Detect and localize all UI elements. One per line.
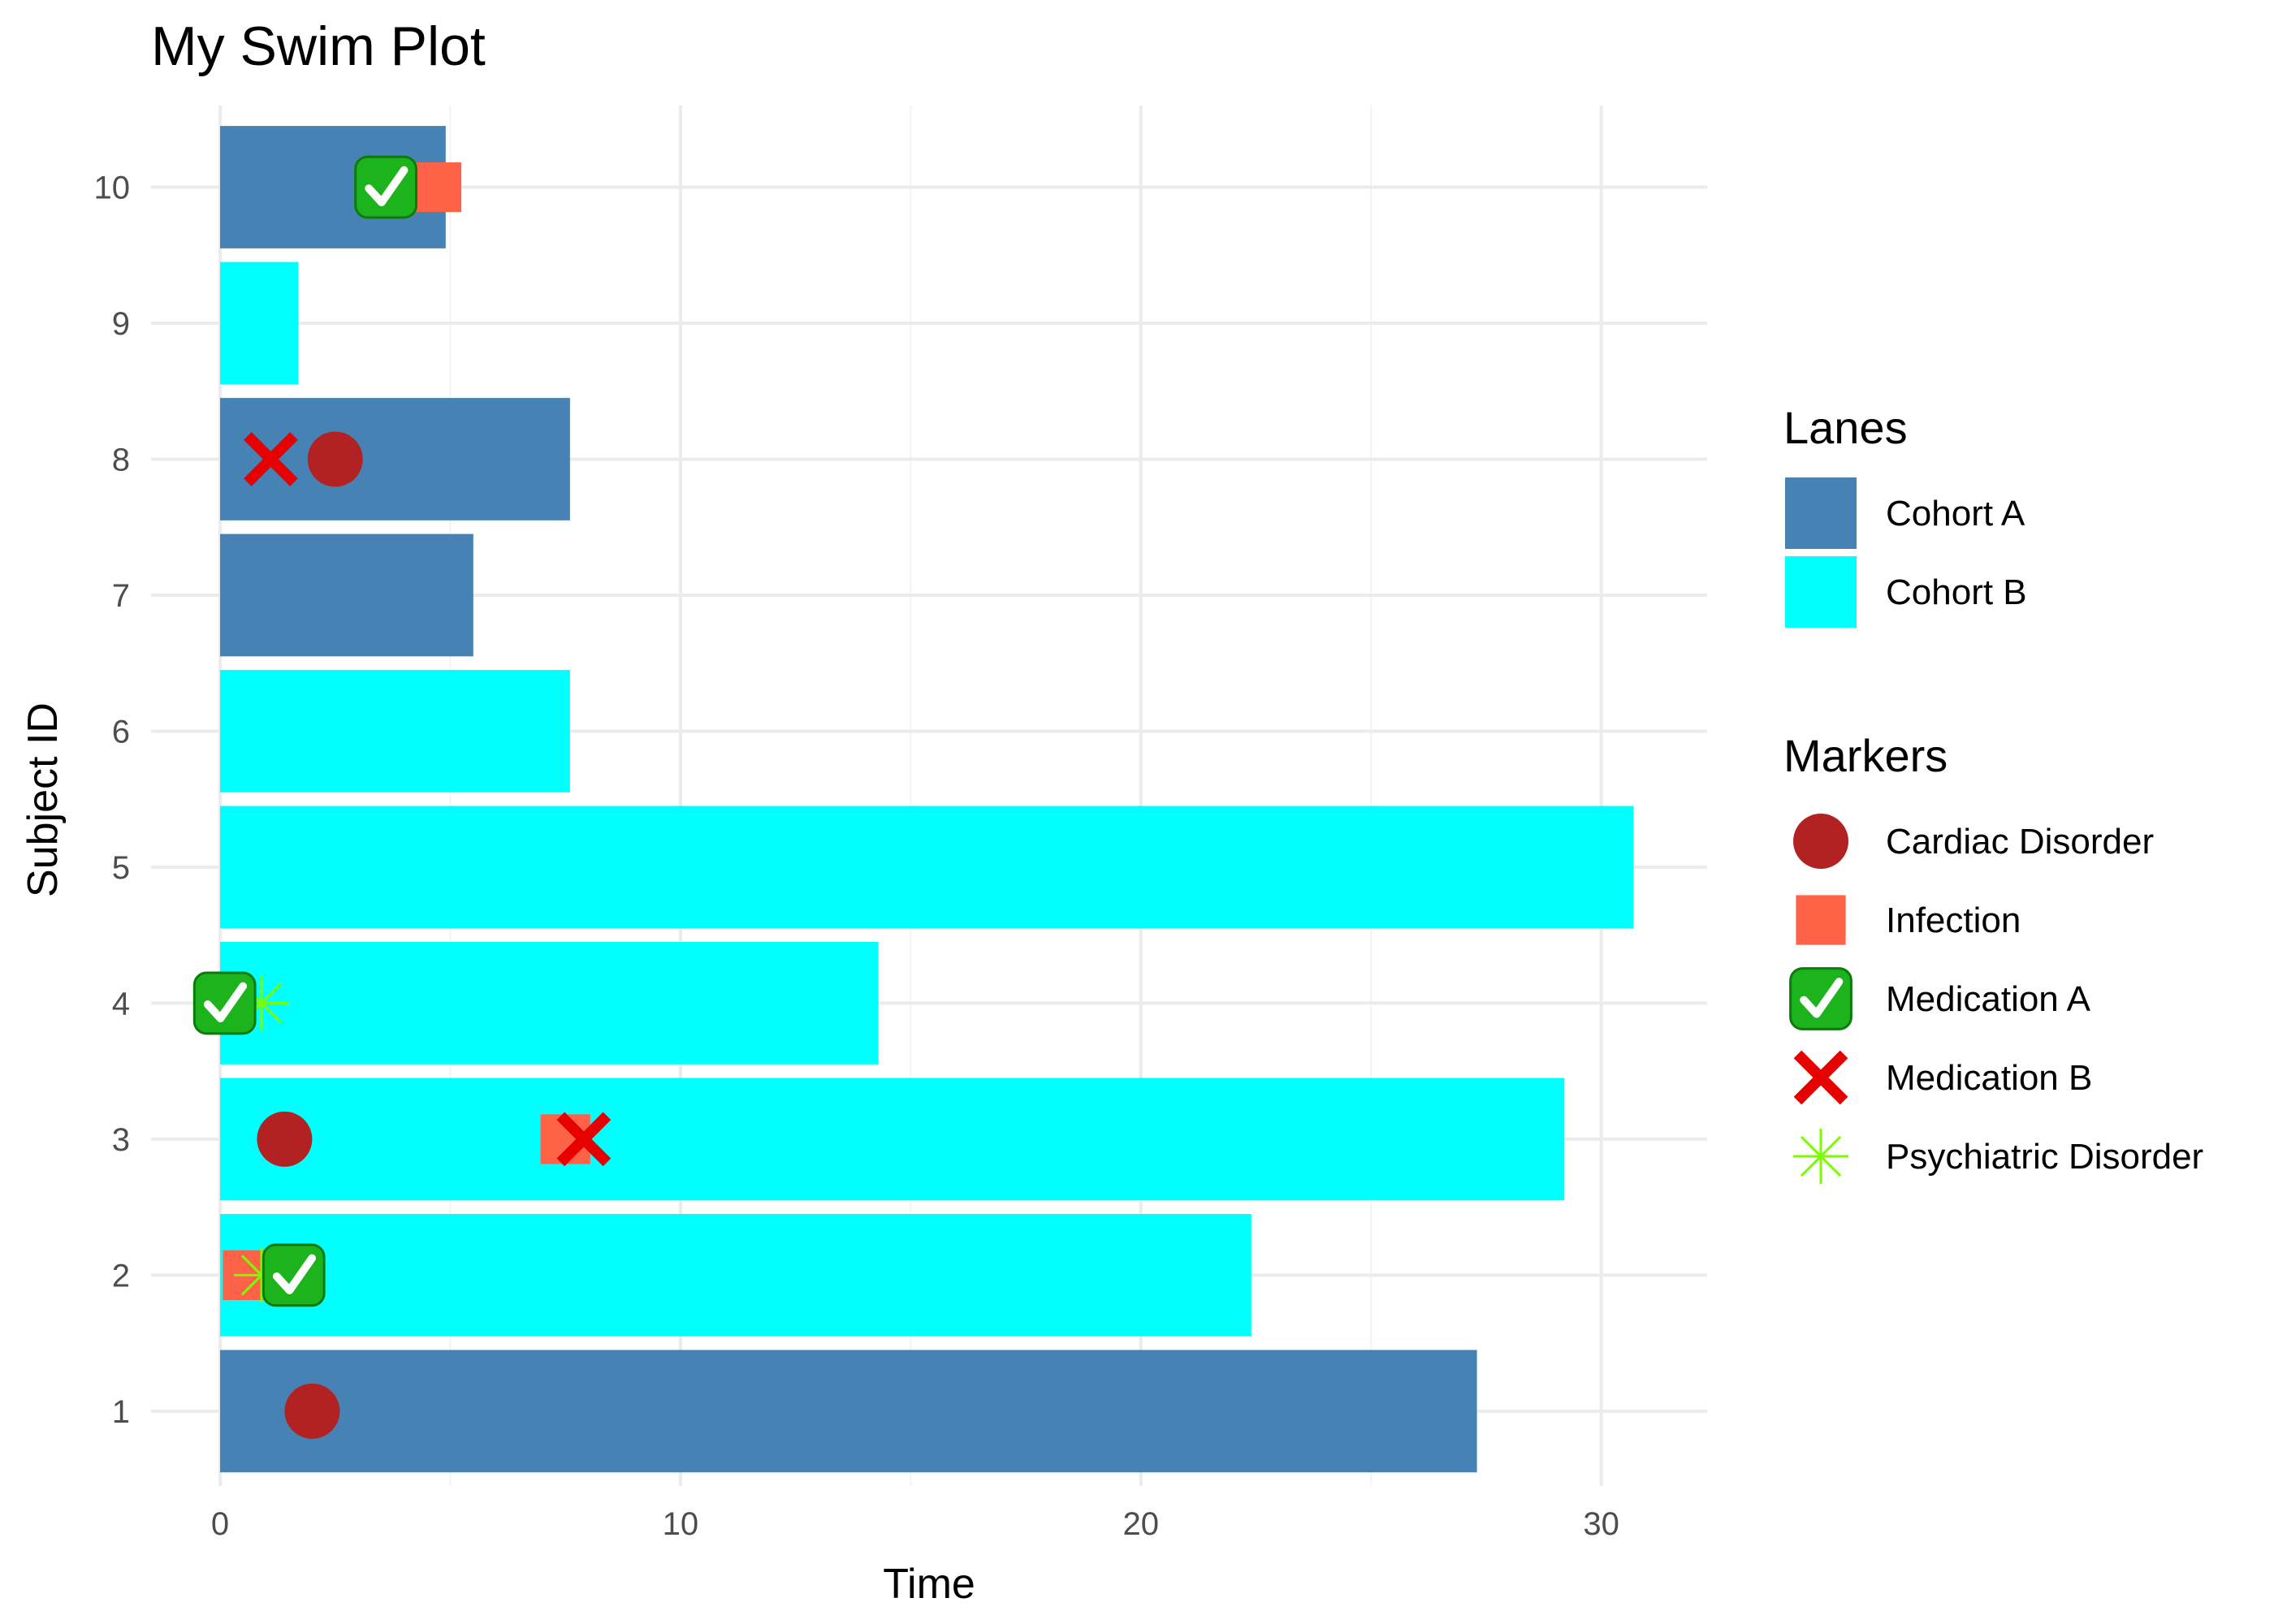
- event-marker-check-emoji-box: [354, 155, 418, 219]
- legend-title-lanes: Lanes: [1783, 402, 1908, 453]
- event-marker-check-emoji-check: [272, 1254, 317, 1294]
- legend: Lanes Cohort A Cohort B Markers Cardiac Diso…: [1783, 402, 2203, 1184]
- legend-key-lane: [1785, 556, 1857, 628]
- x-axis-title: Time: [883, 1561, 975, 1608]
- lane-bar-subject-7: [220, 533, 473, 657]
- y-axis-ticks: 1 2 3 4 5 6 7 8 9 10: [94, 170, 131, 1429]
- legend-key-circle: [1793, 814, 1848, 869]
- event-marker-circle-shape: [257, 1111, 313, 1167]
- legend-key-square: [1796, 895, 1846, 945]
- legend-label-marker: Medication A: [1886, 979, 2091, 1019]
- event-marker-cross-shape: [556, 1112, 612, 1167]
- event-marker-check-emoji-check: [203, 982, 247, 1022]
- x-axis-ticks: 0 10 20 30: [211, 1506, 1619, 1542]
- y-tick-label: 4: [112, 986, 130, 1021]
- legend-key-check-emoji-box: [1789, 967, 1852, 1030]
- event-marker-cross: [556, 1112, 612, 1167]
- x-tick-label: 20: [1123, 1506, 1160, 1542]
- y-tick-label: 5: [112, 850, 130, 886]
- lane-bar-subject-1: [220, 1350, 1477, 1473]
- lane-bar-subject-4: [220, 942, 879, 1065]
- chart-title: My Swim Plot: [151, 15, 486, 77]
- lane-bar-subject-9: [220, 261, 299, 385]
- legend-key-cross: [1793, 1050, 1848, 1105]
- y-tick-label: 9: [112, 306, 130, 342]
- event-marker-cross-shape: [244, 432, 298, 486]
- event-marker-check-emoji: [262, 1243, 326, 1307]
- event-marker-circle-shape: [284, 1383, 340, 1439]
- y-tick-label: 8: [112, 442, 130, 477]
- y-tick-label: 1: [112, 1394, 130, 1430]
- legend-label-lane: Cohort A: [1886, 494, 2025, 533]
- legend-label-lane: Cohort B: [1886, 572, 2027, 612]
- legend-key-asterisk: [1793, 1129, 1848, 1184]
- event-marker-circle: [307, 431, 363, 487]
- event-marker-circle: [284, 1383, 340, 1439]
- event-marker-square-shape: [411, 162, 462, 213]
- event-marker-check-emoji-box: [192, 971, 257, 1035]
- legend-key-check-emoji-check: [1800, 978, 1844, 1018]
- event-marker-cross: [244, 432, 298, 486]
- y-axis-title: Subject ID: [19, 702, 67, 897]
- event-marker-circle: [257, 1111, 313, 1167]
- event-marker-square: [411, 162, 462, 213]
- event-marker-check-emoji: [354, 155, 418, 219]
- event-marker-check-emoji-check: [365, 166, 409, 207]
- event-marker-circle-shape: [307, 431, 363, 487]
- legend-label-marker: Medication B: [1886, 1058, 2092, 1098]
- event-marker-asterisk: [234, 975, 290, 1031]
- legend-title-markers: Markers: [1783, 730, 1948, 781]
- x-tick-label: 10: [663, 1506, 699, 1542]
- y-tick-label: 2: [112, 1258, 130, 1294]
- lane-bar-subject-3: [220, 1078, 1565, 1201]
- legend-key-square-shape: [1796, 895, 1846, 945]
- x-tick-label: 30: [1583, 1506, 1619, 1542]
- lane-bar-subject-6: [220, 670, 570, 793]
- event-marker-asterisk: [234, 1247, 290, 1303]
- y-tick-label: 7: [112, 578, 130, 614]
- event-marker-asterisk-shape: [234, 975, 290, 1031]
- lane-bars: [220, 126, 1634, 1473]
- legend-key-circle-shape: [1793, 814, 1848, 869]
- legend-label-marker: Psychiatric Disorder: [1886, 1137, 2203, 1177]
- legend-label-marker: Infection: [1886, 901, 2021, 940]
- y-tick-label: 3: [112, 1122, 130, 1158]
- legend-key-check-emoji: [1789, 967, 1852, 1030]
- event-markers: [192, 155, 612, 1439]
- event-marker-asterisk-shape: [234, 1247, 290, 1303]
- event-marker-check-emoji-box: [262, 1243, 326, 1307]
- y-tick-label: 10: [94, 170, 131, 205]
- legend-label-marker: Cardiac Disorder: [1886, 822, 2154, 862]
- legend-key-asterisk-shape: [1793, 1129, 1848, 1184]
- event-marker-check-emoji: [192, 971, 257, 1035]
- y-tick-label: 6: [112, 714, 130, 749]
- lane-bar-subject-2: [220, 1214, 1252, 1337]
- x-tick-label: 0: [211, 1506, 229, 1542]
- legend-key-lane: [1785, 477, 1857, 549]
- lane-bar-subject-5: [220, 806, 1634, 929]
- legend-key-cross-shape: [1793, 1050, 1848, 1105]
